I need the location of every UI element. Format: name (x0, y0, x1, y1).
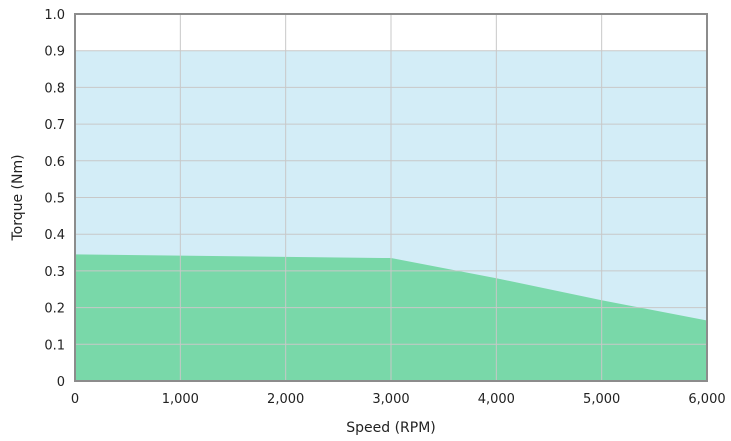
y-tick-label: 0.2 (44, 302, 65, 317)
y-tick-label: 0.5 (44, 192, 65, 207)
y-tick-labels: 0 0.1 0.2 0.3 0.4 0.5 0.6 0.7 0.8 0.9 1.0 (44, 8, 65, 390)
x-axis-title: Speed (RPM) (346, 420, 436, 436)
x-tick-label: 6,000 (688, 392, 725, 407)
x-tick-labels: 0 1,000 2,000 3,000 4,000 5,000 6,000 (71, 392, 726, 407)
y-axis-title: Torque (Nm) (10, 154, 26, 241)
y-tick-label: 0 (57, 375, 65, 390)
x-tick-label: 2,000 (267, 392, 304, 407)
x-tick-label: 0 (71, 392, 79, 407)
y-tick-label: 0.8 (44, 81, 65, 96)
y-tick-label: 0.3 (44, 265, 65, 280)
y-tick-label: 0.7 (44, 118, 65, 133)
x-tick-label: 4,000 (478, 392, 515, 407)
y-tick-label: 0.6 (44, 155, 65, 170)
x-tick-label: 1,000 (162, 392, 199, 407)
y-tick-label: 0.9 (44, 45, 65, 60)
y-tick-label: 0.1 (44, 338, 65, 353)
y-tick-label: 1.0 (44, 8, 65, 23)
x-tick-label: 5,000 (583, 392, 620, 407)
x-tick-label: 3,000 (372, 392, 409, 407)
y-tick-label: 0.4 (44, 228, 65, 243)
plot-frame (74, 13, 708, 382)
